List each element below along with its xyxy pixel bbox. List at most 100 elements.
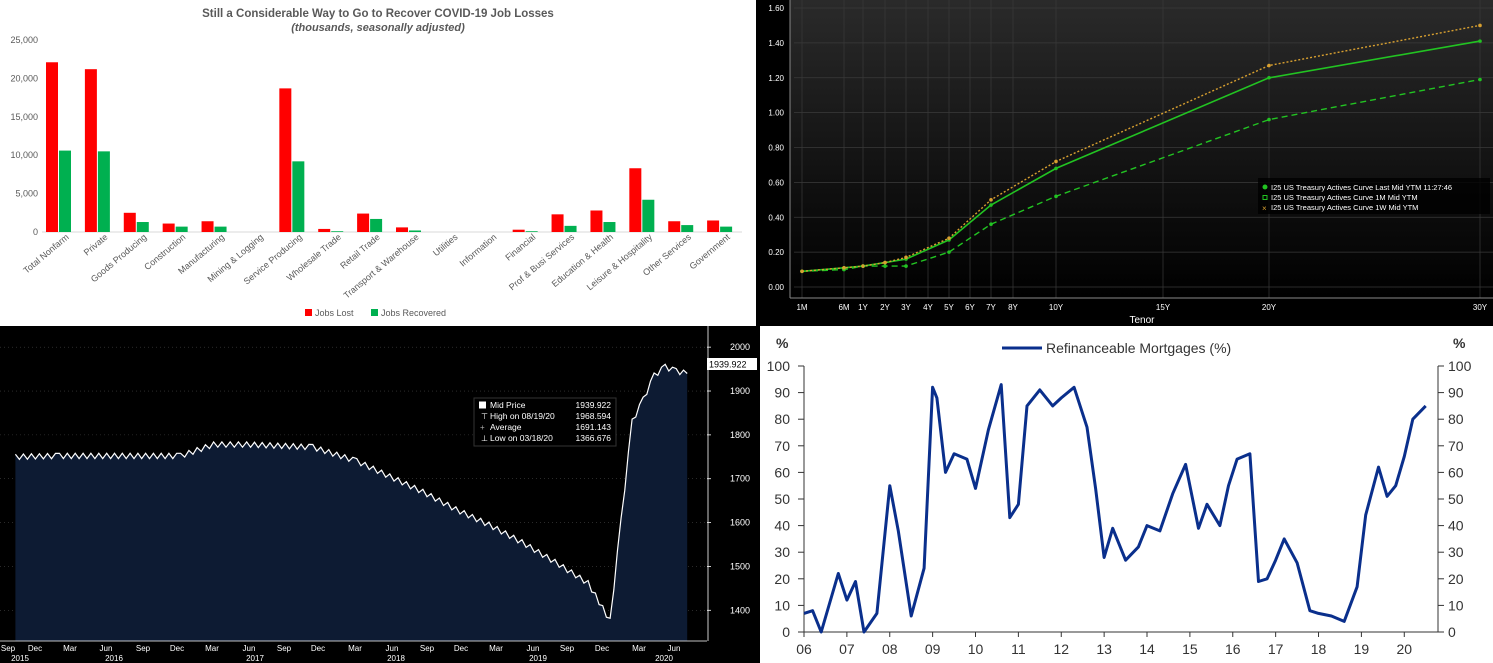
y-tick-label: 25,000	[10, 35, 38, 45]
x-tick-label: Mar	[489, 644, 503, 653]
x-tick-label: 18	[1311, 641, 1327, 657]
price-history-area-chart: 1400 1500 1600 1700 1800 1900 2000 Sep Dec Mar Ju…	[0, 326, 760, 663]
y-tick-label: 5,000	[15, 189, 38, 199]
y-tick-label: 0.20	[768, 248, 784, 257]
curve-point-1w	[1267, 63, 1271, 68]
curve-point-1w	[800, 269, 804, 274]
legend-value-average: 1691.143	[576, 422, 612, 432]
chart-legend: Mid Price 1939.922 ⊤ High on 08/19/20 19…	[473, 397, 617, 447]
x-tick-label: 17	[1268, 641, 1284, 657]
left-axis-unit: %	[776, 335, 789, 351]
x-tick-label: Information	[458, 232, 499, 269]
curve-point-1m	[947, 250, 951, 254]
x-tick-label: 7Y	[986, 303, 996, 312]
x-tick-label: Mar	[348, 644, 362, 653]
x-tick-label: 15Y	[1156, 303, 1171, 312]
curve-point-1w	[1478, 23, 1482, 28]
last-value-label: 1939.922	[709, 360, 747, 370]
bar-jobs-recovered	[603, 222, 616, 232]
legend-label-mid-price: Mid Price	[490, 400, 526, 410]
x-tick-label: 6Y	[965, 303, 975, 312]
left-y-tick-label: 20	[774, 571, 790, 587]
curve-point-last	[1478, 39, 1482, 43]
curve-point-last	[1267, 75, 1271, 80]
x-tick-label: Sep	[1, 644, 16, 653]
y-tick-label: 1800	[730, 430, 750, 440]
x-tick-label: Private	[82, 232, 110, 258]
x-tick-label: 10Y	[1049, 303, 1064, 312]
y-tick-label: 0.00	[768, 283, 784, 292]
bar-jobs-recovered	[136, 222, 149, 232]
right-y-tick-label: 40	[1448, 518, 1464, 534]
curve-point-last	[989, 203, 993, 207]
legend-label-1w: I25 US Treasury Actives Curve 1W Mid YTM	[1271, 203, 1418, 212]
x-axis-title: Tenor	[1129, 315, 1155, 326]
x-tick-label: 08	[882, 641, 898, 657]
legend-label-high: High on 08/19/20	[490, 411, 555, 421]
y-tick-label: 1700	[730, 474, 750, 484]
x-tick-label: Sep	[420, 644, 435, 653]
legend-marker-high: ⊤	[481, 412, 488, 421]
legend-label-1m: I25 US Treasury Actives Curve 1M Mid YTM	[1271, 193, 1418, 202]
left-y-tick-label: 90	[774, 385, 790, 401]
bar-jobs-lost	[707, 220, 720, 232]
legend-marker-mid-price	[479, 401, 486, 409]
refinanceable-mortgages-line	[803, 383, 1427, 634]
year-label: 2016	[105, 654, 123, 663]
bar-jobs-lost	[551, 214, 564, 232]
curve-point-1m	[989, 222, 993, 227]
price-area-fill	[15, 364, 688, 641]
curve-point-1w	[1054, 159, 1058, 164]
left-y-tick-label: 60	[774, 464, 790, 480]
bar-jobs-recovered	[525, 231, 538, 232]
x-tick-label: 2Y	[880, 303, 890, 312]
x-tick-label: 06	[796, 641, 812, 657]
legend-label-average: Average	[490, 422, 522, 432]
x-tick-label: 3Y	[901, 303, 911, 312]
bar-jobs-lost	[279, 88, 292, 232]
x-tick-label: Dec	[595, 644, 609, 653]
year-label: 2015	[11, 654, 29, 663]
y-tick-label: 0	[33, 227, 38, 237]
y-tick-label: 1.00	[768, 109, 784, 118]
y-tick-label: 1400	[730, 605, 750, 615]
bar-jobs-recovered	[409, 230, 421, 232]
legend-label-low: Low on 03/18/20	[490, 433, 553, 443]
x-tick-label: Sep	[136, 644, 151, 653]
curve-point-1w	[989, 198, 993, 202]
x-tick-label: 07	[839, 641, 855, 657]
y-tick-label: 1.40	[768, 39, 784, 48]
x-tick-label: 13	[1096, 641, 1112, 657]
x-tick-label: 6M	[838, 303, 849, 312]
y-tick-label: 0.60	[768, 178, 784, 187]
bar-jobs-recovered	[681, 225, 694, 232]
x-tick-label: Mar	[63, 644, 77, 653]
chart-title: Still a Considerable Way to Go to Recove…	[202, 8, 554, 20]
plot-area	[790, 0, 1493, 298]
legend-marker-low: ⊥	[481, 434, 488, 443]
job-losses-bar-chart: Still a Considerable Way to Go to Recove…	[10, 8, 742, 318]
right-y-tick-label: 70	[1448, 438, 1464, 454]
price-line	[14, 363, 688, 619]
curve-point-1m	[1054, 194, 1058, 199]
x-tick-label: Prof & Busi Services	[507, 232, 577, 293]
x-tick-label: Financial	[503, 232, 537, 263]
bar-jobs-lost	[396, 227, 408, 232]
x-tick-label: Mar	[632, 644, 646, 653]
year-label: 2018	[387, 654, 405, 663]
bar-jobs-lost	[629, 168, 642, 232]
treasury-curve-chart-panel: 0.00 0.20 0.40 0.60 0.80 1.00 1.20 1.40 1.60 1M 6M…	[756, 0, 1493, 326]
legend-marker-1w: ×	[1262, 204, 1267, 213]
bar-jobs-lost	[512, 229, 525, 232]
x-tick-label: 09	[925, 641, 941, 657]
x-tick-label: Jun	[668, 644, 681, 653]
left-y-tick-label: 30	[774, 544, 790, 560]
x-tick-label: Utilities	[431, 232, 460, 259]
x-tick-label: Dec	[311, 644, 325, 653]
y-tick-label: 20,000	[10, 73, 38, 83]
curve-point-1w	[883, 260, 887, 265]
year-label: 2020	[655, 654, 673, 663]
right-y-tick-label: 60	[1448, 464, 1464, 480]
treasury-curve-line-chart: 0.00 0.20 0.40 0.60 0.80 1.00 1.20 1.40 1.60 1M 6M…	[768, 0, 1493, 326]
x-tick-label: Sep	[560, 644, 575, 653]
